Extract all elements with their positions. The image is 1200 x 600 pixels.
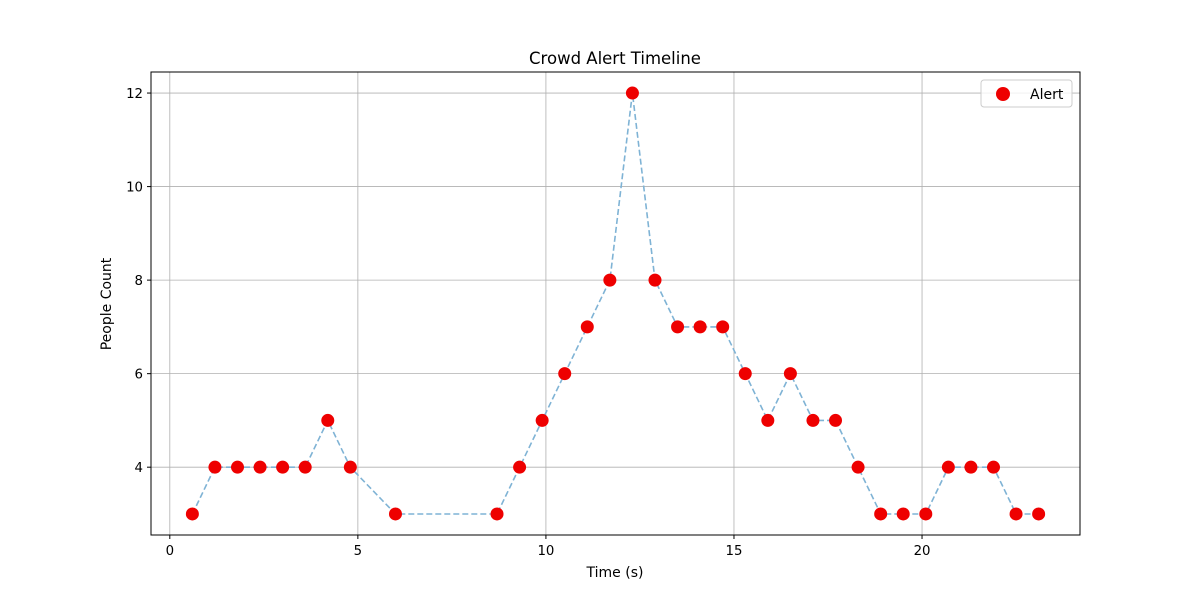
alert-point <box>964 460 978 474</box>
alert-point <box>343 460 357 474</box>
alert-point <box>648 273 662 287</box>
alert-point <box>388 507 402 521</box>
alert-point <box>806 413 820 427</box>
y-axis-ticks: 4 6 8 10 12 <box>126 87 151 476</box>
x-axis-ticks: 0 5 10 15 20 <box>166 535 931 559</box>
y-tick-label: 6 <box>135 368 143 383</box>
series-points <box>185 86 1046 521</box>
alert-point <box>783 367 797 381</box>
alert-point <box>253 460 267 474</box>
alert-point <box>231 460 245 474</box>
alert-point <box>321 413 335 427</box>
y-tick-label: 4 <box>135 461 143 476</box>
alert-point <box>829 413 843 427</box>
y-axis-title: People Count <box>99 257 115 350</box>
alert-point <box>298 460 312 474</box>
alert-point <box>716 320 730 334</box>
y-tick-label: 8 <box>135 274 143 289</box>
x-tick-label: 15 <box>726 544 743 559</box>
alert-point <box>919 507 933 521</box>
alert-point <box>941 460 955 474</box>
alert-point <box>513 460 527 474</box>
alert-point <box>761 413 775 427</box>
legend: Alert <box>980 79 1073 108</box>
alert-point <box>490 507 504 521</box>
alert-point <box>874 507 888 521</box>
x-tick-label: 5 <box>354 544 362 559</box>
alert-point <box>671 320 685 334</box>
alert-point <box>580 320 594 334</box>
alert-point <box>625 86 639 100</box>
alert-point <box>1009 507 1023 521</box>
x-axis-title: Time (s) <box>586 565 644 581</box>
alert-point <box>1032 507 1046 521</box>
legend-label: Alert <box>1030 87 1064 103</box>
alert-point <box>738 367 752 381</box>
alert-point <box>208 460 222 474</box>
y-tick-label: 12 <box>126 87 143 102</box>
x-tick-label: 20 <box>914 544 931 559</box>
plot-area-frame <box>150 71 1081 536</box>
alert-point <box>558 367 572 381</box>
y-tick-label: 10 <box>126 181 143 196</box>
alert-point <box>185 507 199 521</box>
alert-point <box>693 320 707 334</box>
series-line <box>191 92 1039 515</box>
chart-title: Crowd Alert Timeline <box>529 49 701 68</box>
x-tick-label: 0 <box>166 544 174 559</box>
grid <box>151 72 1080 535</box>
alert-point <box>276 460 290 474</box>
alert-point <box>896 507 910 521</box>
alert-point <box>535 413 549 427</box>
alert-point <box>851 460 865 474</box>
x-tick-label: 10 <box>537 544 554 559</box>
series-line-layer <box>191 92 1039 515</box>
alert-point <box>986 460 1000 474</box>
legend-marker <box>996 87 1010 101</box>
alert-point <box>603 273 617 287</box>
